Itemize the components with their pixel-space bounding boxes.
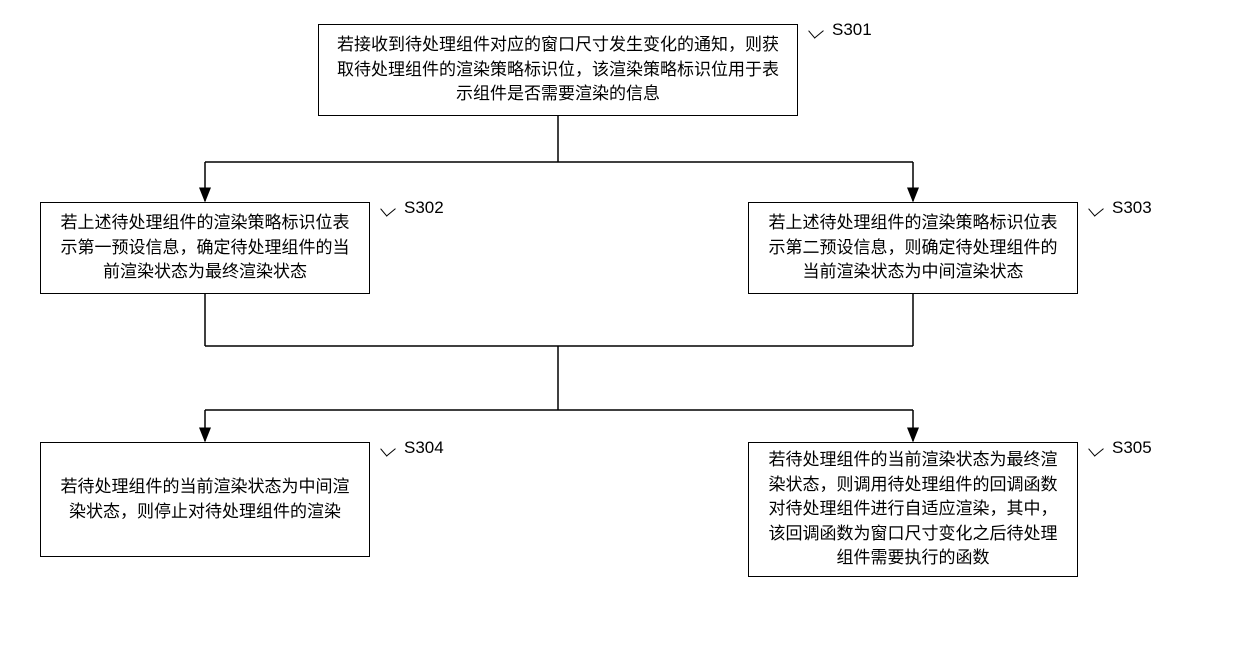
label-tick-icon [808, 23, 824, 38]
label-tick-icon [1088, 441, 1104, 456]
flow-node-s304: 若待处理组件的当前渲染状态为中间渲染状态，则停止对待处理组件的渲染 [40, 442, 370, 557]
label-tick-icon [380, 441, 396, 456]
node-id-label: S305 [1112, 438, 1152, 458]
flowchart-container: 若接收到待处理组件对应的窗口尺寸发生变化的通知，则获取待处理组件的渲染策略标识位… [0, 0, 1240, 672]
node-id-label: S304 [404, 438, 444, 458]
label-tick-icon [1088, 201, 1104, 216]
label-tick-icon [380, 201, 396, 216]
node-id-label: S301 [832, 20, 872, 40]
flow-node-s301: 若接收到待处理组件对应的窗口尺寸发生变化的通知，则获取待处理组件的渲染策略标识位… [318, 24, 798, 116]
node-id-label: S302 [404, 198, 444, 218]
node-text: 若上述待处理组件的渲染策略标识位表示第一预设信息，确定待处理组件的当前渲染状态为… [57, 211, 353, 285]
node-text: 若接收到待处理组件对应的窗口尺寸发生变化的通知，则获取待处理组件的渲染策略标识位… [335, 33, 781, 107]
flow-node-s305: 若待处理组件的当前渲染状态为最终渲染状态，则调用待处理组件的回调函数对待处理组件… [748, 442, 1078, 577]
flow-node-s302: 若上述待处理组件的渲染策略标识位表示第一预设信息，确定待处理组件的当前渲染状态为… [40, 202, 370, 294]
node-text: 若待处理组件的当前渲染状态为中间渲染状态，则停止对待处理组件的渲染 [57, 475, 353, 524]
node-id-label: S303 [1112, 198, 1152, 218]
node-text: 若上述待处理组件的渲染策略标识位表示第二预设信息，则确定待处理组件的当前渲染状态… [765, 211, 1061, 285]
flow-node-s303: 若上述待处理组件的渲染策略标识位表示第二预设信息，则确定待处理组件的当前渲染状态… [748, 202, 1078, 294]
node-text: 若待处理组件的当前渲染状态为最终渲染状态，则调用待处理组件的回调函数对待处理组件… [765, 448, 1061, 571]
